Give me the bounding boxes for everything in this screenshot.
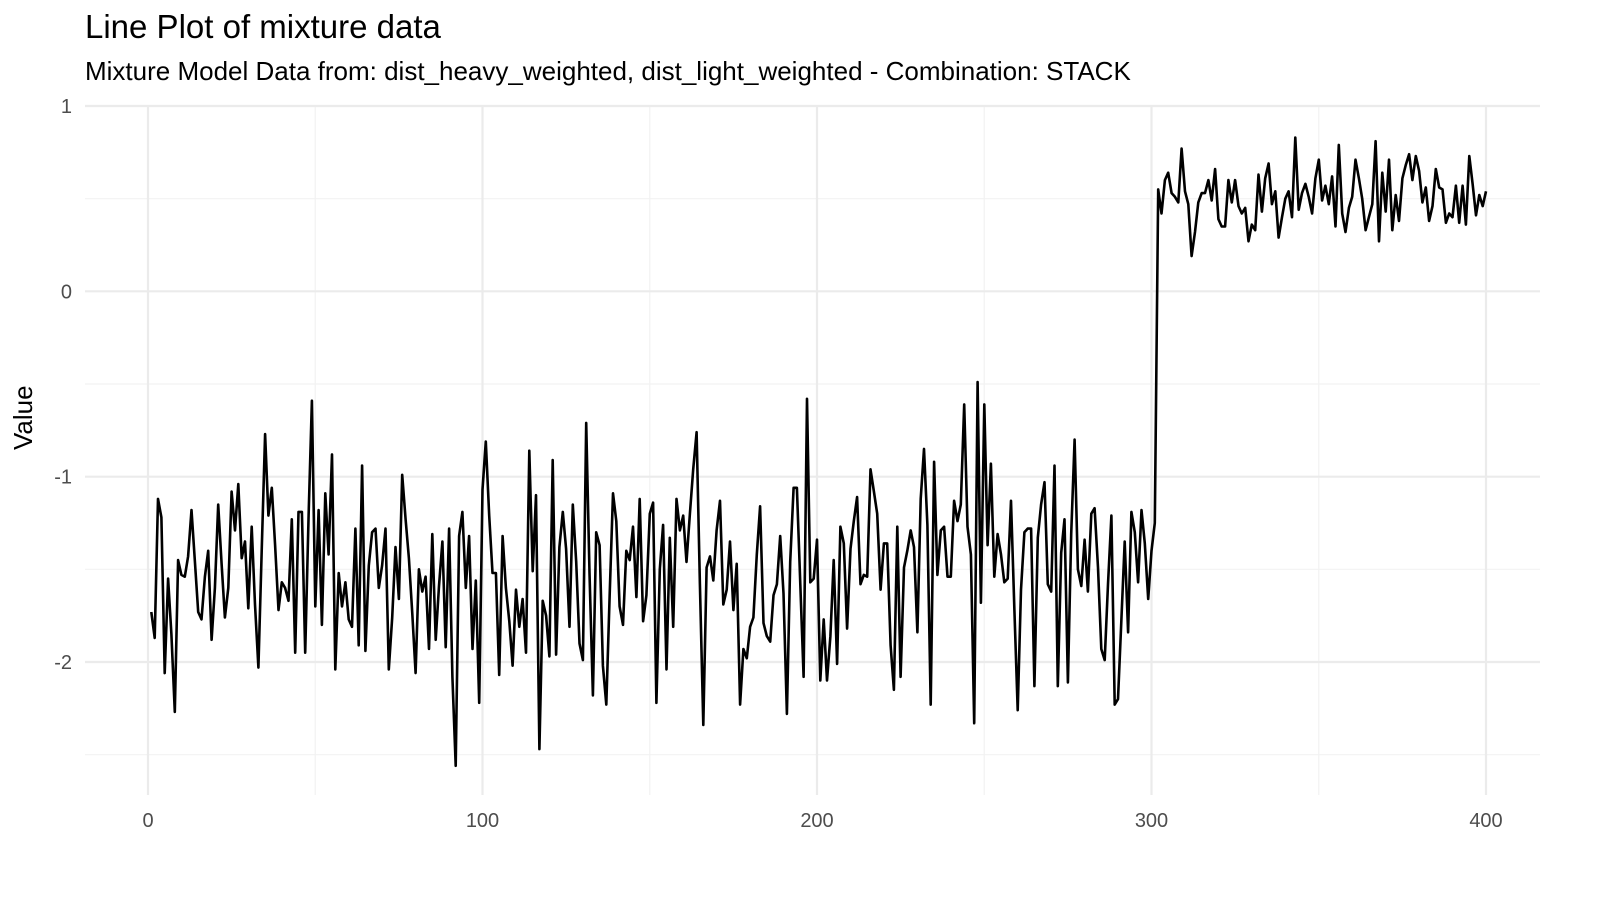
- x-tick-label: 200: [800, 810, 833, 832]
- y-tick-label: 1: [61, 96, 72, 118]
- y-tick-label: 0: [61, 281, 72, 303]
- chart-title: Line Plot of mixture data: [85, 8, 441, 45]
- x-tick-label: 100: [466, 810, 499, 832]
- y-tick-label: -2: [54, 652, 72, 674]
- major-gridlines: [85, 104, 1540, 795]
- minor-gridlines: [85, 106, 1540, 795]
- chart-subtitle: Mixture Model Data from: dist_heavy_weig…: [85, 56, 1131, 86]
- x-tick-label: 0: [142, 810, 153, 832]
- data-line: [150, 136, 1488, 768]
- y-tick-label: -1: [54, 467, 72, 489]
- x-tick-label: 300: [1135, 810, 1168, 832]
- x-axis-tick-labels: 0 100 200 300 400: [142, 810, 1502, 832]
- y-axis-tick-labels: 1 0 -1 -2: [54, 96, 72, 674]
- x-tick-label: 400: [1469, 810, 1502, 832]
